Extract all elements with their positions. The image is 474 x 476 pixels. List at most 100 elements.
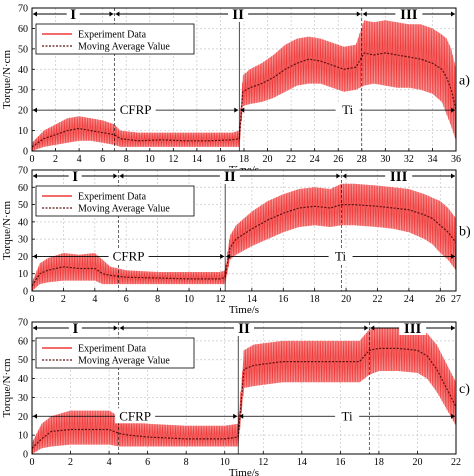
x-tick-label: 22 <box>372 294 382 305</box>
material-arrowhead <box>240 107 245 113</box>
stage-label: I <box>70 7 76 23</box>
y-tick-label: 30 <box>18 85 28 96</box>
stage-arrowhead <box>33 11 37 17</box>
x-tick-label: 2 <box>61 294 66 305</box>
stage-arrowhead <box>342 173 347 179</box>
x-tick-label: 0 <box>30 154 35 165</box>
stage-label-bg <box>68 320 82 335</box>
y-tick-label: 60 <box>18 24 28 35</box>
legend-entry: Experiment Data <box>78 30 147 41</box>
x-tick-label: 8 <box>184 457 189 468</box>
legend-entry: Moving Average Value <box>78 42 170 53</box>
y-tick-label: 30 <box>18 393 28 404</box>
legend-box <box>35 337 195 369</box>
y-tick-label: 50 <box>18 200 28 211</box>
y-tick-label: 70 <box>18 166 28 177</box>
x-tick-label: 10 <box>184 294 194 305</box>
material-arrowhead <box>451 107 455 113</box>
y-axis-label: Torque/N·cm <box>1 201 13 261</box>
material-label-bg <box>335 102 360 118</box>
y-tick-label: 40 <box>18 65 28 76</box>
legend-entry: Experiment Data <box>78 344 147 355</box>
stage-label-bg <box>68 168 82 183</box>
x-tick-label: 4 <box>92 294 97 305</box>
stage-arrowhead <box>113 325 118 331</box>
x-tick-label: 14 <box>192 154 202 165</box>
stage-arrowhead <box>356 11 361 17</box>
axes-frame <box>31 321 457 455</box>
experiment-data-line <box>31 183 457 291</box>
stage-arrowhead <box>113 173 118 179</box>
y-tick-label: 60 <box>18 336 28 347</box>
x-tick-label: 16 <box>215 154 225 165</box>
x-tick-label: 22 <box>451 457 461 468</box>
x-tick-label: 20 <box>263 154 273 165</box>
x-tick-label: 27 <box>451 294 461 305</box>
material-label-bg <box>108 248 149 264</box>
x-tick-label: 8 <box>155 294 160 305</box>
y-axis-label: Torque/N·cm <box>1 358 13 418</box>
stage-label-bg <box>228 6 249 21</box>
y-tick-label: 20 <box>18 252 28 263</box>
axes-frame <box>31 169 457 292</box>
y-tick-label: 40 <box>18 374 28 385</box>
stage-label: I <box>72 169 78 185</box>
material-arrowhead <box>234 107 239 113</box>
material-label-bg <box>115 408 156 424</box>
stage-label-bg <box>219 168 240 183</box>
moving-average-line <box>31 347 457 449</box>
experiment-data-band <box>32 183 456 291</box>
y-tick-label: 70 <box>18 4 28 15</box>
stage-arrowhead <box>33 173 37 179</box>
y-tick-label: 70 <box>18 318 28 329</box>
stage-arrowhead <box>33 325 37 331</box>
x-tick-label: 2 <box>53 154 58 165</box>
moving-average-line <box>31 204 457 287</box>
x-tick-label: 26 <box>435 294 445 305</box>
x-axis-label: Time/s <box>229 304 259 316</box>
material-label: Ti <box>335 248 346 263</box>
material-label: CFRP <box>119 408 151 423</box>
y-tick-label: 10 <box>18 126 28 137</box>
stage-label-bg <box>234 320 254 335</box>
material-label: Ti <box>342 408 353 423</box>
stage-label-bg <box>385 168 413 183</box>
x-tick-label: 36 <box>451 154 461 165</box>
panel-label: c) <box>459 382 470 397</box>
x-tick-label: 0 <box>30 294 35 305</box>
y-tick-label: 60 <box>18 183 28 194</box>
panel-label: b) <box>459 225 471 240</box>
experiment-data-line <box>31 20 457 151</box>
x-tick-label: 24 <box>310 154 320 165</box>
stage-label: II <box>232 7 244 23</box>
stage-arrowhead <box>451 173 455 179</box>
stage-label: III <box>404 321 422 337</box>
y-tick-label: 30 <box>18 235 28 246</box>
material-arrowhead <box>239 413 244 419</box>
experiment-data-line <box>31 327 457 454</box>
y-tick-label: 20 <box>18 106 28 117</box>
x-tick-label: 6 <box>145 457 150 468</box>
x-tick-label: 16 <box>335 457 345 468</box>
stage-label-bg <box>395 6 423 21</box>
stage-arrowhead <box>370 325 375 331</box>
stage-arrowhead <box>115 11 120 17</box>
y-tick-label: 50 <box>18 44 28 55</box>
x-tick-label: 10 <box>220 457 230 468</box>
stage-label-bg <box>66 6 80 21</box>
x-tick-label: 18 <box>310 294 320 305</box>
y-tick-label: 20 <box>18 412 28 423</box>
x-tick-label: 16 <box>278 294 288 305</box>
legend-box <box>35 185 195 217</box>
y-tick-label: 0 <box>23 287 28 298</box>
stage-arrowhead <box>119 173 124 179</box>
x-tick-label: 6 <box>124 294 129 305</box>
x-tick-label: 18 <box>239 154 249 165</box>
legend-box <box>35 23 195 55</box>
material-arrowhead <box>226 253 231 259</box>
stage-arrowhead <box>119 325 124 331</box>
stage-arrowhead <box>364 325 369 331</box>
